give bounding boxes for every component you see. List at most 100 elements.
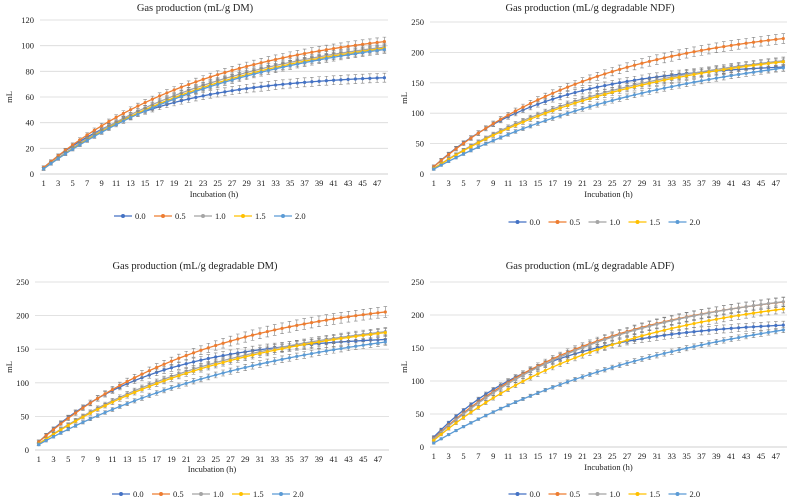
data-point bbox=[281, 65, 285, 69]
data-point bbox=[354, 314, 358, 318]
data-point bbox=[103, 404, 107, 408]
data-point bbox=[439, 163, 443, 167]
data-point bbox=[558, 95, 562, 99]
data-point bbox=[632, 85, 637, 89]
series-line-1.0 bbox=[433, 301, 784, 440]
y-tick-label: 150 bbox=[411, 343, 424, 353]
x-tick-label: 19 bbox=[170, 178, 179, 188]
data-point bbox=[81, 406, 85, 410]
data-point bbox=[288, 63, 292, 68]
data-point bbox=[332, 55, 336, 59]
y-tick-label: 200 bbox=[411, 47, 424, 57]
legend-swatch-marker bbox=[635, 220, 640, 224]
data-point bbox=[662, 56, 666, 60]
data-point bbox=[647, 81, 652, 85]
data-point bbox=[684, 315, 689, 319]
data-point bbox=[729, 66, 733, 71]
data-point bbox=[662, 333, 666, 337]
legend-swatch-marker bbox=[281, 214, 285, 218]
data-point bbox=[737, 326, 741, 330]
data-point bbox=[194, 80, 198, 84]
data-point bbox=[273, 328, 277, 332]
y-tick-label: 60 bbox=[26, 92, 35, 102]
x-tick-label: 11 bbox=[112, 178, 120, 188]
data-point bbox=[446, 159, 451, 163]
data-point bbox=[476, 401, 480, 405]
x-tick-label: 5 bbox=[461, 451, 465, 461]
data-point bbox=[506, 387, 510, 391]
series-1.0 bbox=[41, 42, 387, 171]
data-point bbox=[132, 399, 137, 403]
x-tick-label: 17 bbox=[155, 178, 164, 188]
data-point bbox=[143, 109, 147, 113]
data-point bbox=[737, 72, 741, 77]
legend-swatch-marker bbox=[595, 220, 600, 224]
data-point bbox=[208, 75, 212, 79]
data-point bbox=[382, 47, 386, 52]
data-point bbox=[737, 65, 741, 70]
legend-label-1.0: 1.0 bbox=[215, 211, 226, 221]
y-axis-label: mL bbox=[399, 361, 409, 373]
x-tick-label: 29 bbox=[638, 178, 647, 188]
data-point bbox=[179, 85, 183, 89]
data-point bbox=[759, 324, 763, 328]
data-point bbox=[317, 79, 321, 83]
data-point bbox=[303, 51, 307, 56]
y-tick-label: 150 bbox=[16, 344, 29, 354]
data-point bbox=[632, 336, 637, 340]
data-point bbox=[432, 167, 436, 171]
data-point bbox=[191, 360, 196, 364]
legend-label-0.5: 0.5 bbox=[173, 489, 184, 498]
data-point bbox=[66, 416, 70, 420]
data-point bbox=[237, 76, 241, 80]
x-tick-label: 21 bbox=[578, 451, 587, 461]
x-tick-label: 17 bbox=[548, 178, 557, 188]
data-point bbox=[155, 391, 159, 395]
data-point bbox=[354, 334, 358, 338]
legend-swatch-marker bbox=[199, 492, 203, 496]
data-point bbox=[169, 386, 174, 390]
data-point bbox=[707, 47, 711, 51]
data-point bbox=[751, 333, 756, 337]
x-tick-label: 41 bbox=[727, 178, 736, 188]
x-tick-label: 47 bbox=[374, 454, 383, 464]
data-point bbox=[66, 427, 70, 431]
x-tick-label: 39 bbox=[712, 178, 721, 188]
data-point bbox=[259, 61, 263, 65]
x-tick-label: 9 bbox=[100, 178, 104, 188]
data-point bbox=[580, 375, 585, 379]
x-tick-label: 25 bbox=[608, 178, 617, 188]
data-point bbox=[469, 410, 473, 414]
data-point bbox=[353, 77, 357, 81]
data-point bbox=[744, 312, 748, 316]
data-point bbox=[588, 87, 592, 91]
data-point bbox=[383, 331, 387, 335]
data-point bbox=[295, 323, 299, 327]
data-point bbox=[781, 60, 785, 64]
data-point bbox=[610, 90, 614, 94]
x-tick-label: 27 bbox=[226, 454, 235, 464]
x-tick-label: 7 bbox=[85, 178, 89, 188]
x-tick-label: 7 bbox=[476, 451, 480, 461]
data-point bbox=[603, 337, 607, 342]
data-point bbox=[295, 344, 299, 348]
data-point bbox=[543, 111, 547, 115]
series-2.0 bbox=[36, 338, 388, 447]
data-point bbox=[281, 56, 285, 60]
data-point bbox=[692, 80, 696, 84]
data-point bbox=[543, 94, 547, 99]
x-tick-label: 21 bbox=[182, 454, 191, 464]
data-point bbox=[191, 379, 196, 383]
data-point bbox=[280, 326, 284, 330]
chart-title: Gas production (mL/g DM) bbox=[137, 3, 254, 14]
chart-3: Gas production (mL/g degradable DM)05010… bbox=[4, 261, 389, 498]
data-point bbox=[172, 97, 176, 101]
data-point bbox=[632, 78, 637, 82]
y-tick-label: 0 bbox=[420, 169, 424, 179]
data-point bbox=[655, 330, 659, 334]
data-point bbox=[250, 333, 255, 337]
x-tick-label: 33 bbox=[270, 454, 279, 464]
x-tick-label: 31 bbox=[257, 178, 266, 188]
data-point bbox=[595, 94, 599, 99]
